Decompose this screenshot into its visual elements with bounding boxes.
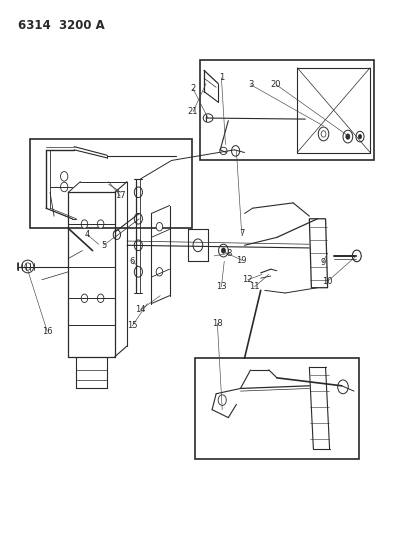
Ellipse shape bbox=[134, 266, 142, 277]
Ellipse shape bbox=[60, 172, 68, 181]
Ellipse shape bbox=[60, 182, 68, 192]
Text: 16: 16 bbox=[42, 327, 53, 336]
Ellipse shape bbox=[346, 134, 350, 139]
Ellipse shape bbox=[318, 127, 329, 141]
Ellipse shape bbox=[358, 134, 361, 139]
Ellipse shape bbox=[203, 114, 213, 122]
Text: 6314  3200 A: 6314 3200 A bbox=[18, 19, 104, 32]
Text: 5: 5 bbox=[101, 241, 106, 250]
Ellipse shape bbox=[343, 130, 353, 143]
Text: 19: 19 bbox=[236, 256, 247, 265]
Ellipse shape bbox=[218, 395, 226, 406]
Ellipse shape bbox=[25, 263, 31, 270]
Ellipse shape bbox=[134, 240, 142, 251]
Text: 10: 10 bbox=[322, 277, 333, 286]
Ellipse shape bbox=[156, 222, 163, 231]
Text: 11: 11 bbox=[249, 282, 260, 291]
Ellipse shape bbox=[219, 244, 228, 257]
Text: 8: 8 bbox=[227, 249, 232, 258]
Text: 9: 9 bbox=[320, 258, 325, 266]
Ellipse shape bbox=[220, 147, 227, 155]
Ellipse shape bbox=[156, 268, 163, 276]
Ellipse shape bbox=[193, 239, 203, 252]
Ellipse shape bbox=[134, 214, 142, 224]
Ellipse shape bbox=[134, 187, 142, 198]
Bar bbox=[195, 358, 359, 459]
Text: 21: 21 bbox=[188, 107, 198, 116]
Ellipse shape bbox=[222, 248, 226, 253]
Bar bbox=[200, 60, 374, 160]
Text: 1: 1 bbox=[219, 73, 224, 82]
Text: 17: 17 bbox=[115, 191, 125, 200]
Text: 20: 20 bbox=[271, 80, 282, 89]
Text: 7: 7 bbox=[239, 229, 244, 238]
Text: 6: 6 bbox=[130, 257, 135, 265]
Bar bbox=[30, 139, 192, 228]
Text: 2: 2 bbox=[191, 84, 196, 93]
Ellipse shape bbox=[338, 380, 348, 394]
Text: 3: 3 bbox=[248, 80, 253, 89]
Ellipse shape bbox=[81, 220, 88, 228]
Text: 15: 15 bbox=[127, 321, 137, 330]
Text: 4: 4 bbox=[85, 230, 90, 239]
Text: 18: 18 bbox=[212, 319, 223, 328]
Ellipse shape bbox=[113, 230, 120, 239]
Ellipse shape bbox=[98, 294, 104, 303]
Text: 13: 13 bbox=[216, 282, 227, 291]
Ellipse shape bbox=[98, 220, 104, 228]
Ellipse shape bbox=[321, 131, 326, 137]
Ellipse shape bbox=[81, 294, 88, 303]
Ellipse shape bbox=[356, 131, 364, 142]
Ellipse shape bbox=[232, 146, 239, 156]
Ellipse shape bbox=[22, 260, 34, 273]
Text: 12: 12 bbox=[242, 275, 253, 284]
Ellipse shape bbox=[353, 250, 361, 262]
Text: 14: 14 bbox=[135, 305, 146, 314]
